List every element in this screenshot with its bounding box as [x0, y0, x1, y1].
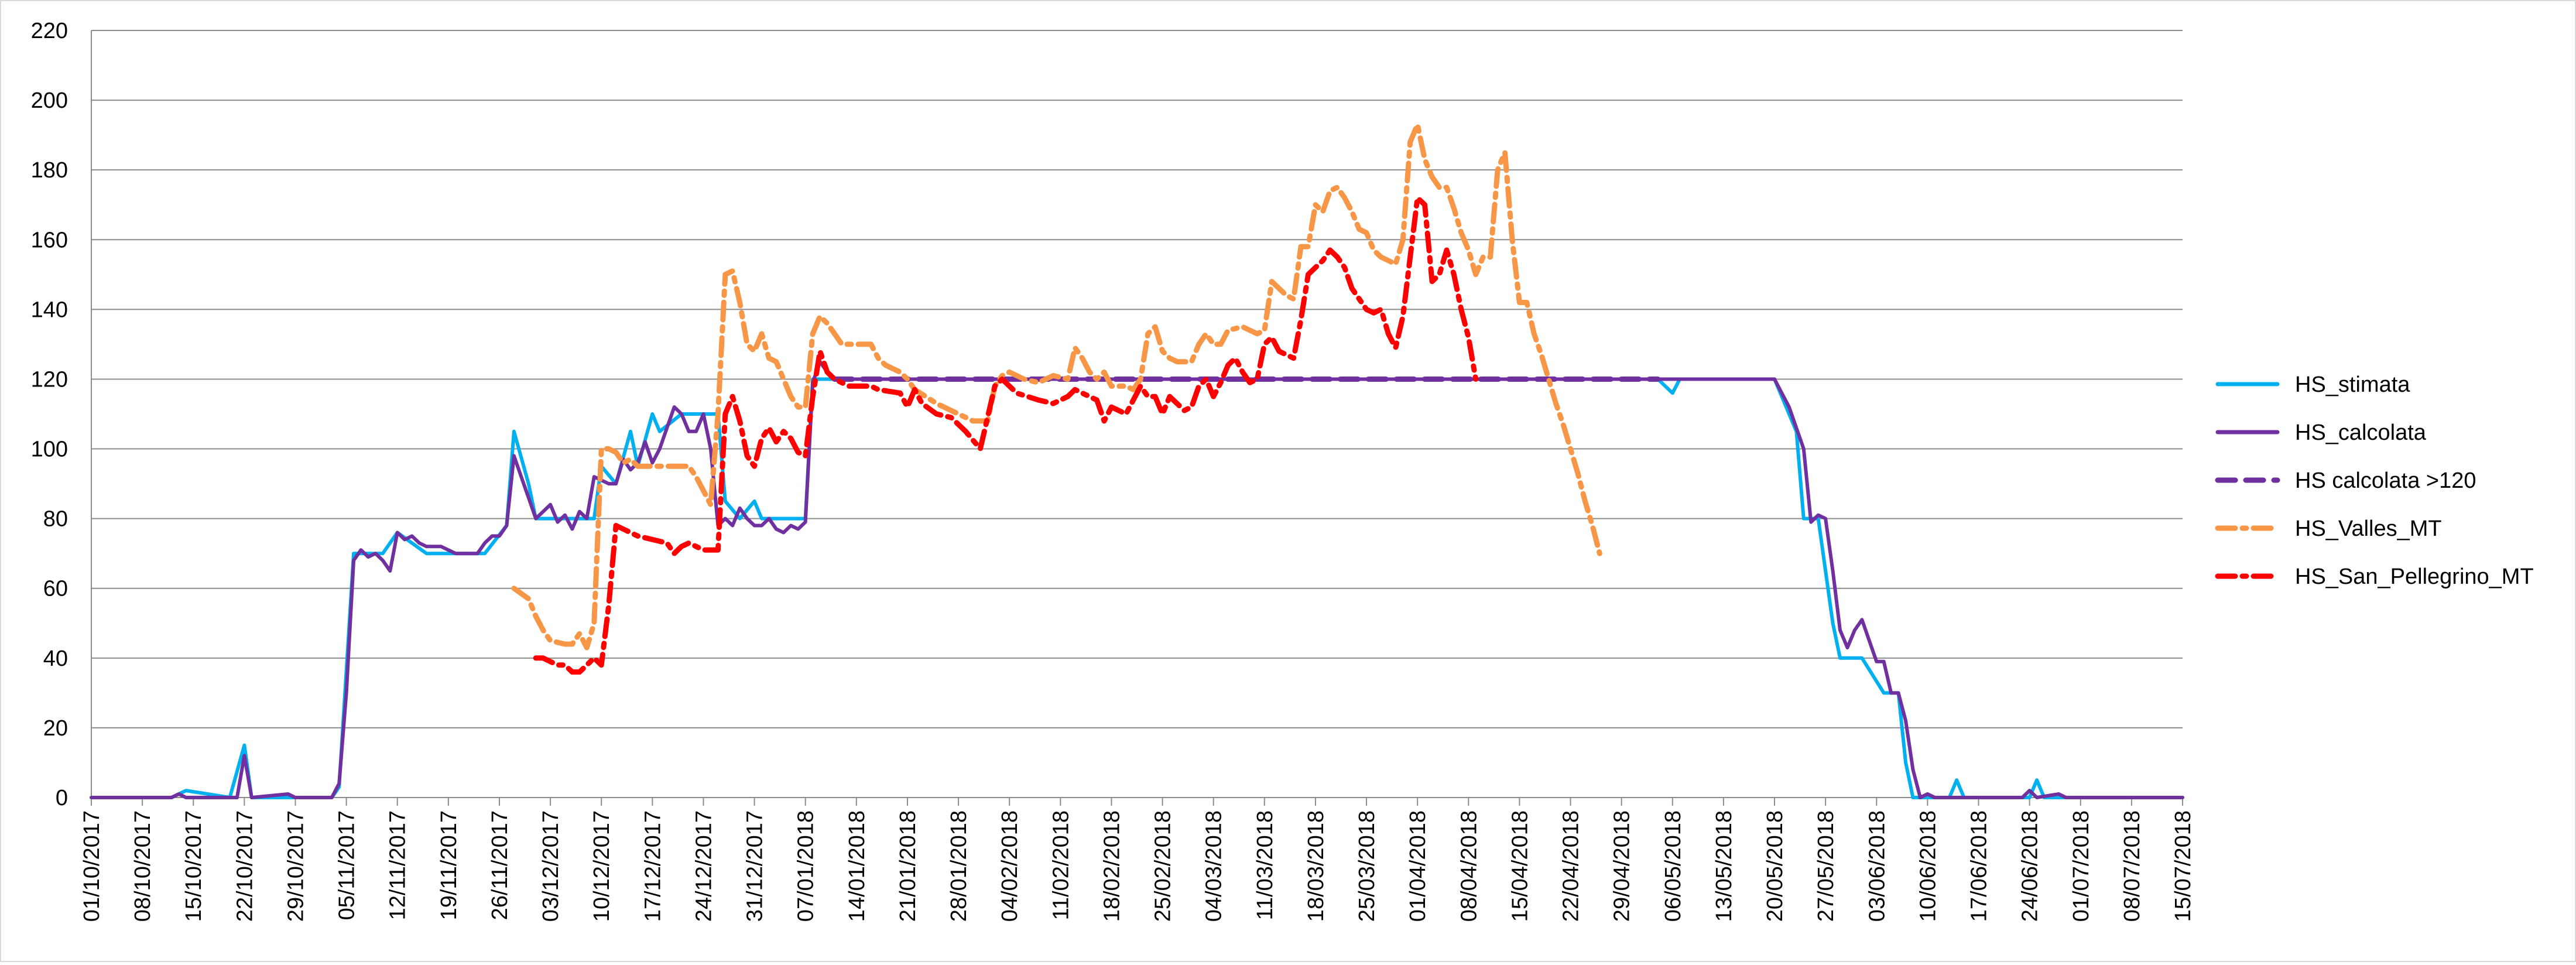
x-tick-label: 05/11/2017 — [335, 810, 359, 920]
series-line-3 — [511, 122, 1602, 651]
x-tick-label: 12/11/2017 — [386, 810, 410, 920]
y-axis-tick-labels: 0 20 40 60 80 100 120 140 160 180 200 220 — [31, 19, 68, 810]
legend: HS_stimata HS_calcolata HS calcolata >120 H… — [2215, 372, 2534, 589]
x-tick-label: 11/03/2018 — [1253, 810, 1277, 920]
x-tick-label: 29/10/2017 — [283, 810, 308, 922]
x-tick-label: 03/06/2018 — [1865, 810, 1889, 922]
y-tick-label: 40 — [43, 646, 68, 671]
y-tick-label: 20 — [43, 716, 68, 741]
y-tick-label: 180 — [31, 158, 68, 183]
x-tick-label: 17/06/2018 — [1967, 810, 1992, 922]
x-tick-label: 03/12/2017 — [539, 810, 563, 922]
x-tick-label: 14/01/2018 — [845, 810, 869, 922]
y-tick-label: 160 — [31, 228, 68, 252]
y-tick-label: 200 — [31, 88, 68, 113]
x-tick-label: 10/12/2017 — [590, 810, 614, 922]
x-tick-label: 29/04/2018 — [1610, 810, 1635, 922]
x-tick-label: 06/05/2018 — [1661, 810, 1686, 922]
x-tick-label: 15/10/2017 — [181, 810, 206, 922]
x-tick-label: 11/02/2018 — [1049, 810, 1073, 920]
x-axis-tick-labels: 01/10/2017 08/10/2017 15/10/2017 22/10/2017… — [80, 810, 2195, 922]
x-tick-label: 10/06/2018 — [1916, 810, 1940, 922]
x-tick-label: 25/03/2018 — [1355, 810, 1379, 922]
x-tick-label: 01/10/2017 — [80, 810, 104, 922]
x-tick-label: 26/11/2017 — [488, 810, 512, 920]
x-tick-label: 22/04/2018 — [1559, 810, 1584, 922]
x-tick-label: 24/12/2017 — [691, 810, 716, 922]
x-tick-label: 18/03/2018 — [1304, 810, 1328, 922]
x-tick-label: 04/03/2018 — [1202, 810, 1227, 922]
x-tick-label: 13/05/2018 — [1712, 810, 1736, 922]
x-tick-label: 25/02/2018 — [1151, 810, 1176, 922]
y-tick-label: 220 — [31, 19, 68, 43]
x-tick-label: 21/01/2018 — [896, 810, 920, 922]
x-tick-label: 28/01/2018 — [947, 810, 971, 922]
x-tick-label: 01/07/2018 — [2069, 810, 2094, 922]
series-lines — [90, 122, 2184, 799]
y-tick-label: 80 — [43, 507, 68, 532]
y-tick-label: 60 — [43, 577, 68, 601]
x-tick-label: 20/05/2018 — [1763, 810, 1787, 922]
legend-label: HS_Valles_MT — [2295, 516, 2442, 541]
legend-label: HS_San_Pellegrino_MT — [2295, 564, 2534, 589]
x-tick-label: 19/11/2017 — [437, 810, 461, 920]
x-tick-label: 15/07/2018 — [2171, 810, 2195, 922]
legend-label: HS_calcolata — [2295, 420, 2427, 445]
x-tick-label: 01/04/2018 — [1406, 810, 1430, 922]
x-tick-label: 08/10/2017 — [131, 810, 155, 922]
x-tick-label: 15/04/2018 — [1508, 810, 1532, 922]
x-tick-label: 18/02/2018 — [1099, 810, 1124, 922]
grid-lines — [91, 30, 2183, 728]
x-tick-label: 04/02/2018 — [998, 810, 1022, 922]
series-line-4 — [533, 195, 1479, 675]
x-tick-label: 24/06/2018 — [2018, 810, 2043, 922]
series-line-1 — [90, 360, 2184, 799]
x-tick-label: 08/04/2018 — [1457, 810, 1481, 922]
x-tick-label: 08/07/2018 — [2120, 810, 2145, 922]
y-tick-label: 100 — [31, 437, 68, 462]
x-tick-label: 22/10/2017 — [232, 810, 257, 922]
x-tick-label: 31/12/2017 — [743, 810, 768, 922]
y-tick-label: 140 — [31, 297, 68, 322]
legend-label: HS_stimata — [2295, 372, 2410, 397]
y-tick-label: 0 — [56, 786, 68, 810]
y-tick-label: 120 — [31, 367, 68, 392]
x-tick-label: 07/01/2018 — [794, 810, 818, 922]
axes — [91, 30, 2183, 806]
x-tick-label: 17/12/2017 — [640, 810, 665, 922]
legend-label: HS calcolata >120 — [2295, 468, 2476, 493]
x-tick-label: 27/05/2018 — [1814, 810, 1838, 922]
